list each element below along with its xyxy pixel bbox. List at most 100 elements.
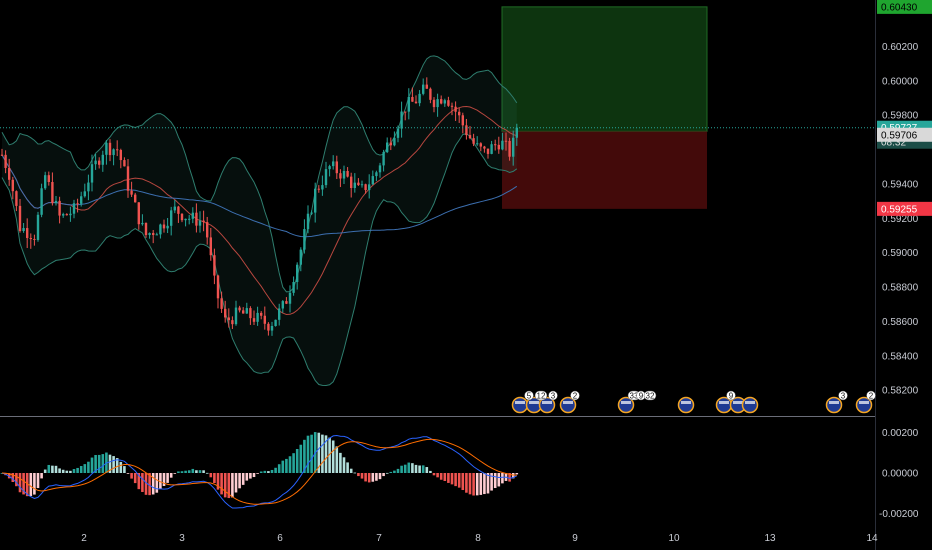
time-tick-label: 3 xyxy=(179,533,185,544)
candle-body xyxy=(148,233,151,236)
macd-histogram-bar xyxy=(414,464,418,473)
macd-histogram-bar xyxy=(486,473,490,494)
macd-histogram-bar xyxy=(36,473,40,489)
event-count-badge xyxy=(524,390,534,401)
macd-histogram-bar xyxy=(324,435,328,473)
candle-body xyxy=(159,224,162,235)
candle-body xyxy=(375,172,378,177)
candle-body xyxy=(306,213,310,230)
profit-zone xyxy=(501,6,708,132)
position-zones[interactable] xyxy=(501,6,708,209)
macd-histogram-bar xyxy=(29,473,33,496)
candle-body xyxy=(303,229,306,250)
macd-panel xyxy=(0,432,519,509)
time-tick-label: 6 xyxy=(277,533,283,544)
price-tick-label: 0.59400 xyxy=(882,179,919,190)
macd-histogram-bar xyxy=(155,473,159,493)
economic-events[interactable]: 5 12 3 2 33 9 32 9 3 2 xyxy=(511,390,876,414)
candle-body xyxy=(238,307,241,311)
macd-histogram-bar xyxy=(421,465,425,473)
candle-body xyxy=(483,146,486,149)
candle-body xyxy=(490,144,493,154)
macd-histogram-bar xyxy=(274,467,277,473)
event-flag-stripe xyxy=(621,401,631,404)
candle-body xyxy=(69,213,72,216)
event-flag-stripe xyxy=(563,401,573,404)
candle-body xyxy=(198,220,202,226)
macd-histogram-bar xyxy=(101,454,105,473)
event-count-label: 3 xyxy=(551,392,556,401)
candle-body xyxy=(335,161,338,174)
candle-body xyxy=(249,308,252,319)
candle-body xyxy=(227,317,230,321)
bollinger-upper xyxy=(1,55,518,293)
macd-histogram-bar xyxy=(288,456,292,473)
candle-body xyxy=(98,160,101,165)
event-flag-icon xyxy=(511,396,529,414)
candle-body xyxy=(40,188,43,215)
macd-histogram-bar xyxy=(126,473,130,474)
price-tick-label: 0.60200 xyxy=(882,42,919,53)
price-tick-label: 0.59200 xyxy=(882,214,919,225)
candle-body xyxy=(296,264,299,282)
macd-histogram-bar xyxy=(61,469,65,473)
macd-axis[interactable]: 0.00200 0.00000 -0.00200 xyxy=(879,428,919,520)
event-count-badge xyxy=(643,390,657,401)
macd-histogram-bar xyxy=(40,473,43,479)
candle-body xyxy=(321,185,324,190)
macd-histogram-bar xyxy=(72,469,76,473)
candle-body xyxy=(274,319,277,327)
candle-body xyxy=(195,212,198,226)
countdown-tag-label: 08:32 xyxy=(881,138,906,149)
candle-body xyxy=(26,228,29,238)
macd-histogram-bar xyxy=(220,473,223,495)
macd-histogram-bar xyxy=(367,473,371,483)
candle-body xyxy=(180,213,184,221)
entry-price-tag-bg xyxy=(877,127,932,142)
candle-body xyxy=(339,173,342,179)
candle-body xyxy=(245,308,248,314)
macd-histogram-bar xyxy=(238,473,241,489)
macd-histogram-bar xyxy=(216,473,220,490)
candle-body xyxy=(65,214,68,216)
candle-body xyxy=(234,307,238,325)
macd-histogram-bar xyxy=(241,473,245,485)
ma-slow-line xyxy=(1,154,518,238)
macd-histogram-bar xyxy=(418,465,421,473)
candlestick-series xyxy=(0,77,875,336)
candle-body xyxy=(260,312,263,316)
event-flag-icon xyxy=(741,396,759,414)
candle-body xyxy=(152,233,155,235)
event-count-badge xyxy=(838,390,848,401)
event-count-label: 32 xyxy=(646,392,655,401)
entry-price-tag-label: 0.59706 xyxy=(881,130,918,141)
price-axis[interactable]: 0.60200 0.60000 0.59800 0.59400 0.59200 0.590… xyxy=(882,42,919,397)
macd-histogram-bar xyxy=(259,471,263,473)
macd-histogram-bar xyxy=(33,473,36,495)
event-count-label: 12 xyxy=(537,392,546,401)
candle-body xyxy=(126,166,130,191)
macd-histogram-bar xyxy=(328,437,331,473)
candle-body xyxy=(80,196,83,204)
macd-histogram-bar xyxy=(497,473,501,487)
price-tick-label: 0.59000 xyxy=(882,248,919,259)
macd-histogram-bar xyxy=(51,465,54,473)
candle-body xyxy=(87,182,90,192)
candle-body xyxy=(360,184,364,186)
time-axis[interactable]: 2 3 6 7 8 9 10 13 14 xyxy=(81,533,878,544)
candle-body xyxy=(328,166,331,170)
event-flag-stripe xyxy=(515,401,525,404)
macd-histogram-bar xyxy=(360,473,364,479)
candle-body xyxy=(407,96,410,112)
candle-body xyxy=(285,301,288,304)
macd-histogram-bar xyxy=(382,473,385,477)
macd-tick-label: -0.00200 xyxy=(879,509,919,520)
macd-histogram-bar xyxy=(371,473,375,482)
macd-histogram-bar xyxy=(76,467,79,473)
macd-histogram-bar xyxy=(141,473,144,492)
macd-histogram-bar xyxy=(18,473,22,493)
macd-histogram-bar xyxy=(393,470,396,473)
macd-histogram-bar xyxy=(15,473,18,487)
